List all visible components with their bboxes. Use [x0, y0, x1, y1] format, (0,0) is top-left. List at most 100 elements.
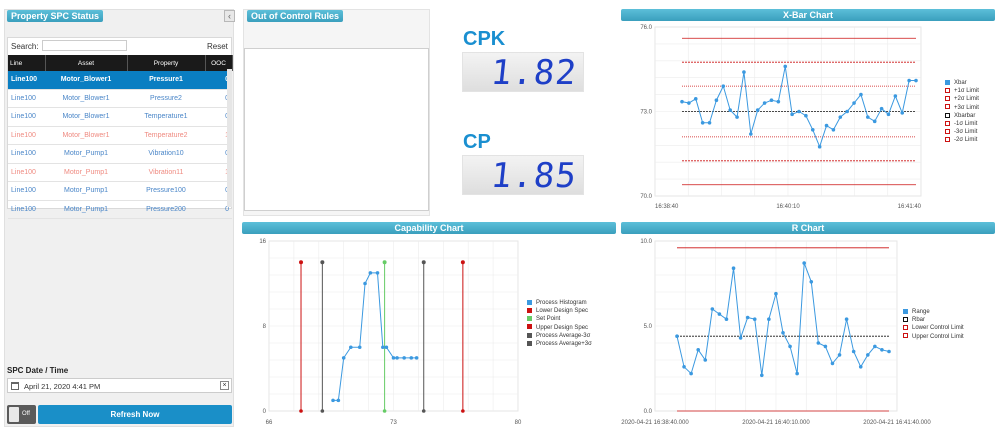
legend-xbarbar: Xbarbar [945, 112, 979, 120]
cell-line: Line100 [8, 126, 45, 145]
y-tick-label: 70.0 [640, 194, 652, 200]
data-point [893, 94, 898, 98]
x-tick-label: 2020-04-21 16:38:40.000 [621, 420, 689, 426]
column-header-property[interactable]: Property [127, 55, 206, 71]
histogram-point [357, 345, 362, 350]
histogram-point [341, 356, 346, 360]
data-point [745, 315, 750, 320]
spc-date-value: April 21, 2020 4:41 PM [24, 382, 101, 391]
process-avg-minus-3sigma-line-marker-bottom [320, 409, 325, 413]
histogram-point [402, 356, 406, 360]
data-point [802, 261, 806, 265]
data-point [774, 291, 778, 296]
upper-design-spec-line-marker-top [460, 260, 465, 265]
data-point [682, 365, 686, 369]
legend-minus1-sigma: -1σ Limit [945, 120, 979, 128]
auto-refresh-toggle[interactable]: Off [7, 405, 36, 424]
histogram-point [349, 345, 353, 350]
histogram-point [381, 345, 385, 350]
set-point-line-marker-bottom [382, 409, 387, 413]
process-avg-plus-3sigma-line-marker-top [421, 260, 426, 265]
data-point [738, 336, 743, 340]
data-point [797, 109, 801, 114]
data-point [721, 84, 726, 88]
legend-xbar: Xbar [945, 79, 979, 87]
xbar-chart-panel: X-Bar Chart 76.0 73.0 70.0 16:38:40 16:40:10… [621, 9, 995, 216]
column-header-asset[interactable]: Asset [45, 55, 128, 71]
cp-display: 1.85 [462, 155, 584, 196]
refresh-now-button[interactable]: Refresh Now [38, 405, 232, 424]
spc-date-label: SPC Date / Time [7, 366, 69, 375]
r-chart: 10.0 5.0 0.0 2020-04-21 16:38:40.000 2020-04… [621, 239, 931, 426]
data-point [717, 312, 722, 316]
legend-lower-design-spec: Lower Design Spec [527, 307, 592, 315]
data-point [700, 120, 705, 125]
legend-process-histogram: Process Histogram [527, 299, 592, 307]
data-point [675, 334, 679, 338]
search-input[interactable] [42, 40, 127, 51]
legend-avg-minus-3sigma: Process Average-3σ [527, 332, 592, 340]
data-point [790, 112, 794, 117]
cell-line: Line100 [8, 200, 45, 219]
cell-property: Pressure100 [127, 181, 205, 201]
table-scrollbar[interactable] [227, 69, 232, 207]
y-tick-label: 0.0 [644, 409, 653, 415]
cp-label: CP [463, 131, 491, 153]
data-point [760, 373, 764, 378]
y-tick-label: 8 [263, 324, 267, 330]
cell-property: Pressure2 [127, 89, 205, 108]
data-point [858, 365, 863, 369]
data-point [887, 349, 891, 354]
calendar-icon[interactable] [11, 382, 19, 390]
data-point [900, 111, 905, 115]
x-tick-label: 16:38:40 [655, 204, 679, 210]
cell-line: Line100 [8, 163, 45, 182]
data-point [755, 108, 760, 112]
column-header-ooc[interactable]: OOC [205, 55, 233, 71]
spc-status-title: Property SPC Status [7, 10, 104, 22]
table-row[interactable]: Line100 Motor_Pump1 Pressure200 0 [8, 200, 232, 219]
column-header-line[interactable]: Line [8, 55, 46, 71]
set-point-line-marker-top [382, 260, 387, 265]
process-avg-minus-3sigma-line-marker-top [320, 260, 325, 265]
legend-plus3-sigma: +3σ Limit [945, 104, 979, 112]
x-tick-label: 16:41:40 [898, 204, 922, 210]
upper-design-spec-line-marker-bottom [461, 409, 465, 413]
collapse-panel-button[interactable]: ‹ [224, 10, 235, 22]
legend-rbar: Rbar [903, 316, 964, 324]
reset-button[interactable]: Reset [207, 42, 228, 51]
data-point [879, 106, 884, 111]
spc-date-field[interactable]: April 21, 2020 4:41 PM × [7, 378, 232, 393]
data-point [810, 128, 815, 132]
data-point [809, 280, 814, 284]
spc-status-panel: Property SPC Status ‹ Search: Reset Line… [4, 9, 235, 427]
toggle-state-label: Off [22, 411, 30, 417]
xbar-chart-title: X-Bar Chart [621, 9, 995, 21]
cell-line: Line100 [8, 181, 45, 201]
status-table: Line Asset Property OOC Line100 Motor_Blo… [8, 55, 233, 219]
data-point [838, 115, 843, 119]
histogram-point [363, 281, 367, 286]
cell-asset: Motor_Blower1 [45, 126, 127, 145]
cell-asset: Motor_Blower1 [45, 71, 127, 90]
y-tick-label: 0 [263, 409, 267, 415]
cpk-display: 1.82 [462, 52, 584, 93]
x-tick-label: 16:40:10 [776, 204, 800, 210]
histogram-point [331, 398, 335, 403]
data-point [728, 108, 732, 112]
data-point [795, 371, 799, 376]
capability-chart-panel: Capability Chart 16 8 0 66 73 80 Process Hist… [242, 222, 616, 429]
legend-upper-control-limit: Upper Control Limit [903, 333, 964, 341]
clear-date-icon[interactable]: × [220, 381, 229, 390]
data-point [752, 317, 757, 321]
cell-property: Temperature1 [127, 107, 205, 127]
legend-minus2-sigma: -2σ Limit [945, 136, 979, 144]
